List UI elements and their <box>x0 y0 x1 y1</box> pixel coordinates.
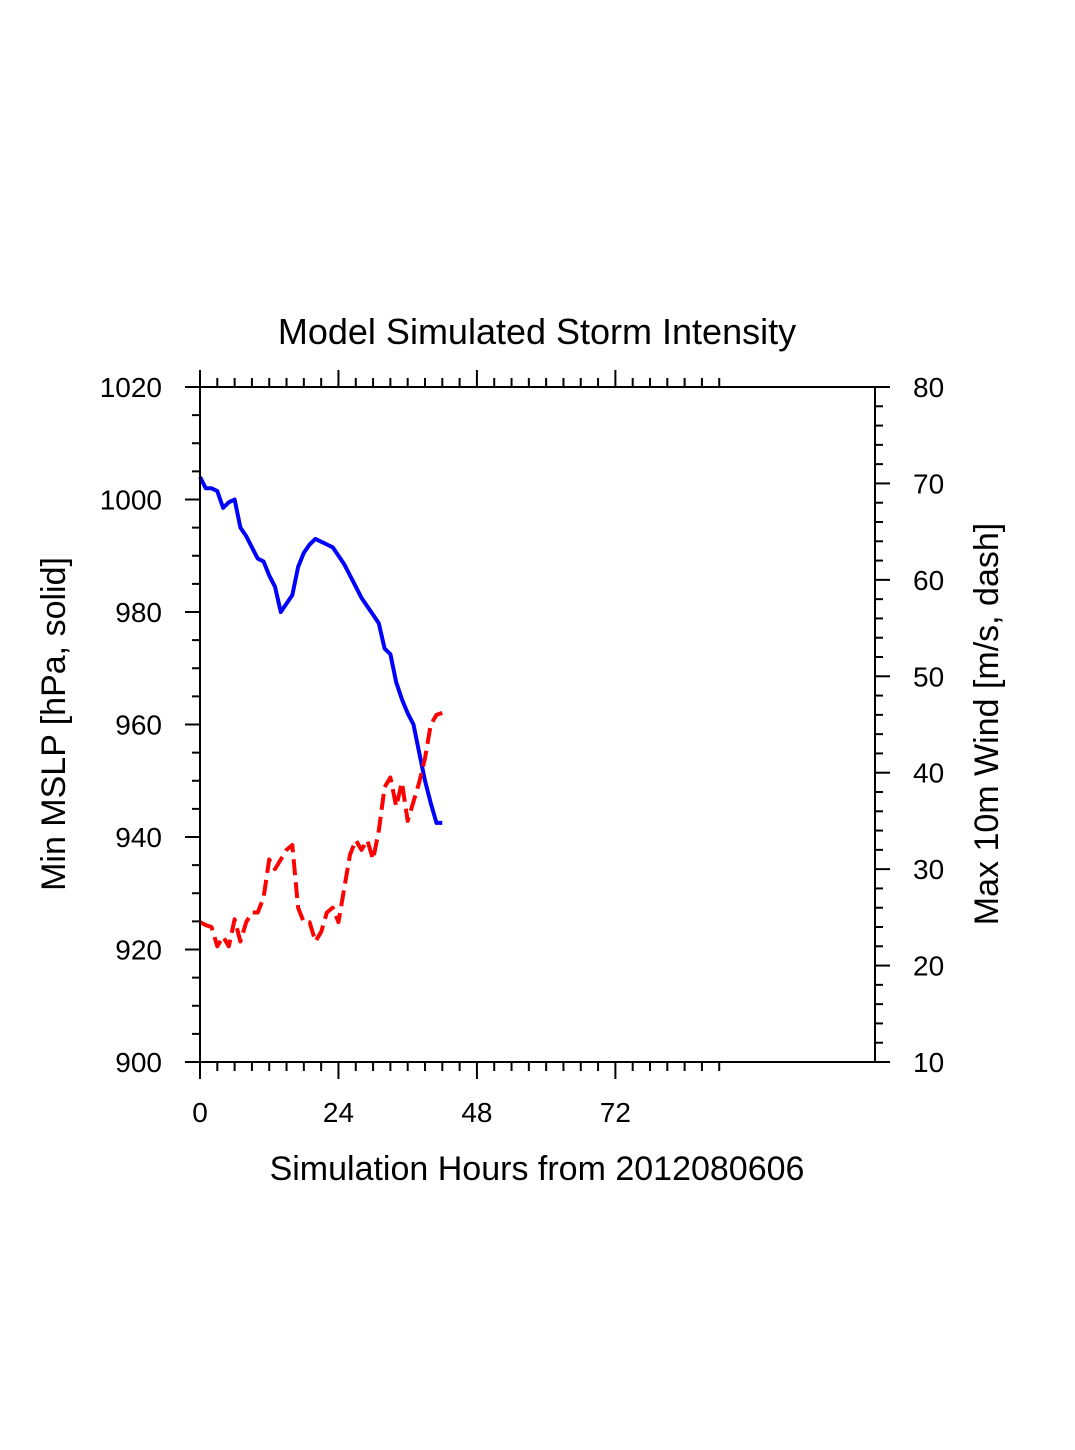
x-tick-label: 48 <box>461 1097 492 1128</box>
x-tick-label: 24 <box>323 1097 354 1128</box>
y-right-tick-label: 30 <box>913 854 944 885</box>
y-left-tick-label: 1020 <box>100 372 162 403</box>
left-axis-labels: 900 920 940 960 980 1000 1020 <box>100 372 162 1078</box>
y-left-tick-label: 900 <box>115 1047 162 1078</box>
right-axis-ticks <box>875 386 890 1063</box>
y-right-tick-label: 70 <box>913 468 944 499</box>
series-layer <box>198 476 443 949</box>
y-right-tick-label: 60 <box>913 565 944 596</box>
right-axis-labels: 10 20 30 40 50 60 70 80 <box>913 372 944 1078</box>
plot-frame <box>199 386 876 1063</box>
y-left-tick-label: 980 <box>115 597 162 628</box>
left-axis-ticks <box>185 386 200 1063</box>
min-mslp-series-line <box>198 476 443 825</box>
bottom-axis-labels: 0 24 48 72 <box>192 1097 631 1128</box>
bottom-axis-ticks <box>199 1062 721 1079</box>
chart-title: Model Simulated Storm Intensity <box>278 311 796 352</box>
y-right-tick-label: 80 <box>913 372 944 403</box>
y-axis-right-title: Max 10m Wind [m/s, dash] <box>968 523 1006 925</box>
y-axis-left-title: Min MSLP [hPa, solid] <box>35 557 73 891</box>
x-axis-title: Simulation Hours from 2012080606 <box>270 1150 805 1188</box>
y-left-tick-label: 1000 <box>100 485 162 516</box>
x-tick-label: 0 <box>192 1097 208 1128</box>
y-right-tick-label: 20 <box>913 951 944 982</box>
y-right-tick-label: 40 <box>913 758 944 789</box>
top-axis-ticks <box>199 370 721 387</box>
max-wind-series-line <box>199 711 443 949</box>
y-left-tick-label: 960 <box>115 710 162 741</box>
y-left-tick-label: 940 <box>115 822 162 853</box>
y-right-tick-label: 50 <box>913 661 944 692</box>
x-tick-label: 72 <box>600 1097 631 1128</box>
y-right-tick-label: 10 <box>913 1047 944 1078</box>
y-left-tick-label: 920 <box>115 935 162 966</box>
